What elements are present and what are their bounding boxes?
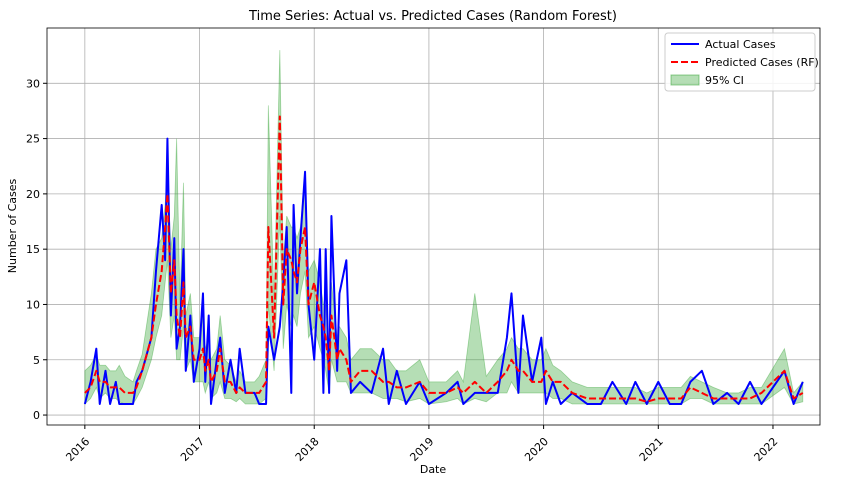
legend-swatch xyxy=(670,74,700,86)
series-line xyxy=(83,137,804,405)
y-tick-label: 0 xyxy=(33,409,40,422)
legend-label: 95% CI xyxy=(705,74,744,87)
plot-frame xyxy=(46,27,821,426)
x-tick-label: 2019 xyxy=(407,435,436,464)
chart-title: Time Series: Actual vs. Predicted Cases … xyxy=(248,9,617,24)
x-tick-label: 2020 xyxy=(522,435,551,464)
legend-box xyxy=(664,32,816,92)
y-tick-label: 20 xyxy=(26,188,40,201)
y-tick-label: 25 xyxy=(26,133,40,146)
series-line xyxy=(84,115,804,403)
y-tick-label: 30 xyxy=(26,77,40,90)
x-tick-label: 2016 xyxy=(63,435,92,464)
y-tick-label: 10 xyxy=(26,298,40,311)
x-tick-label: 2017 xyxy=(178,435,207,464)
x-tick-label: 2022 xyxy=(752,435,781,464)
x-tick-label: 2021 xyxy=(637,435,666,464)
legend-label: Predicted Cases (RF) xyxy=(705,56,819,69)
y-tick-label: 5 xyxy=(33,354,40,367)
x-axis-label: Date xyxy=(420,463,447,476)
legend-label: Actual Cases xyxy=(705,38,776,51)
x-tick-label: 2018 xyxy=(293,435,322,464)
y-axis-label: Number of Cases xyxy=(6,179,19,274)
y-tick-label: 15 xyxy=(26,243,40,256)
